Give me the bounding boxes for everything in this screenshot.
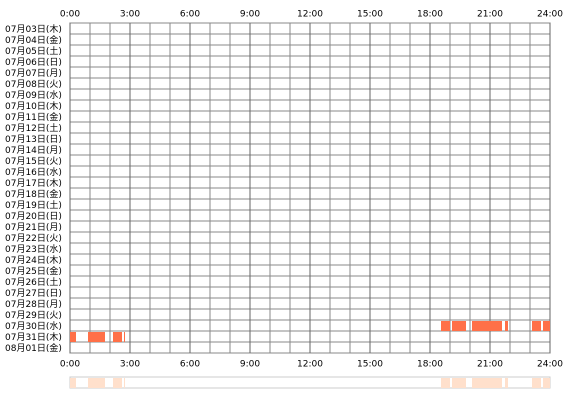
row-label: 07月30日(水) — [5, 320, 62, 332]
x-tick-label-top: 21:00 — [477, 10, 503, 20]
summary-segment — [88, 378, 105, 388]
row-label: 07月06日(日) — [5, 57, 62, 68]
row-label: 07月17日(木) — [5, 177, 62, 189]
x-tick-label-bottom: 9:00 — [240, 360, 260, 370]
x-tick-label-bottom: 0:00 — [60, 360, 80, 370]
summary-segment — [543, 378, 550, 388]
x-tick-label-top: 6:00 — [180, 10, 200, 20]
row-label: 07月26日(土) — [5, 276, 62, 288]
activity-segment — [472, 321, 502, 331]
row-label: 07月12日(土) — [5, 122, 62, 134]
x-tick-label-top: 18:00 — [417, 10, 443, 20]
row-label: 07月03日(木) — [5, 23, 62, 35]
row-label: 07月18日(金) — [5, 188, 62, 200]
activity-segment — [113, 332, 122, 342]
x-tick-label-top: 3:00 — [120, 10, 140, 20]
x-tick-label-top: 9:00 — [240, 10, 260, 20]
row-label: 07月15日(火) — [5, 156, 62, 167]
x-tick-label-top: 15:00 — [357, 10, 383, 20]
summary-segment — [472, 378, 502, 388]
activity-segment — [124, 332, 125, 342]
row-label: 07月28日(月) — [5, 299, 62, 310]
activity-segment — [441, 321, 450, 331]
row-label: 07月16日(水) — [5, 166, 62, 178]
summary-segment — [124, 378, 125, 388]
row-label: 07月08日(火) — [5, 79, 62, 90]
x-tick-label-top: 24:00 — [537, 10, 563, 20]
row-label: 07月29日(火) — [5, 310, 62, 321]
activity-segment — [70, 332, 76, 342]
x-tick-label-bottom: 15:00 — [357, 360, 383, 370]
activity-segment — [452, 321, 466, 331]
activity-segment — [543, 321, 550, 331]
row-label: 07月24日(木) — [5, 254, 62, 266]
row-label: 08月01日(金) — [5, 342, 62, 354]
row-label: 07月13日(日) — [5, 134, 62, 145]
x-tick-label-bottom: 12:00 — [297, 360, 323, 370]
activity-segment — [88, 332, 105, 342]
row-label: 07月07日(月) — [5, 68, 62, 79]
row-label: 07月10日(木) — [5, 100, 62, 112]
row-label: 07月09日(水) — [5, 89, 62, 101]
row-label: 07月27日(日) — [5, 288, 62, 299]
summary-segment — [70, 378, 76, 388]
row-label: 07月04日(金) — [5, 34, 62, 46]
x-tick-label-top: 12:00 — [297, 10, 323, 20]
row-label: 07月22日(火) — [5, 233, 62, 244]
summary-segment — [532, 378, 541, 388]
row-label: 07月14日(月) — [5, 145, 62, 156]
row-label: 07月21日(月) — [5, 222, 62, 233]
activity-segment — [505, 321, 508, 331]
summary-segment — [505, 378, 508, 388]
summary-segment — [441, 378, 450, 388]
x-tick-label-bottom: 6:00 — [180, 360, 200, 370]
row-label: 07月20日(日) — [5, 211, 62, 222]
row-label: 07月23日(水) — [5, 243, 62, 255]
row-label: 07月25日(金) — [5, 265, 62, 277]
summary-segment — [452, 378, 466, 388]
x-tick-label-top: 0:00 — [60, 10, 80, 20]
summary-segment — [113, 378, 122, 388]
row-label: 07月05日(土) — [5, 45, 62, 57]
x-tick-label-bottom: 24:00 — [537, 360, 563, 370]
x-tick-label-bottom: 21:00 — [477, 360, 503, 370]
row-label: 07月19日(土) — [5, 199, 62, 211]
activity-segment — [532, 321, 541, 331]
row-label: 07月11日(金) — [5, 111, 62, 123]
x-tick-label-bottom: 3:00 — [120, 360, 140, 370]
row-label: 07月31日(木) — [5, 331, 62, 343]
x-tick-label-bottom: 18:00 — [417, 360, 443, 370]
